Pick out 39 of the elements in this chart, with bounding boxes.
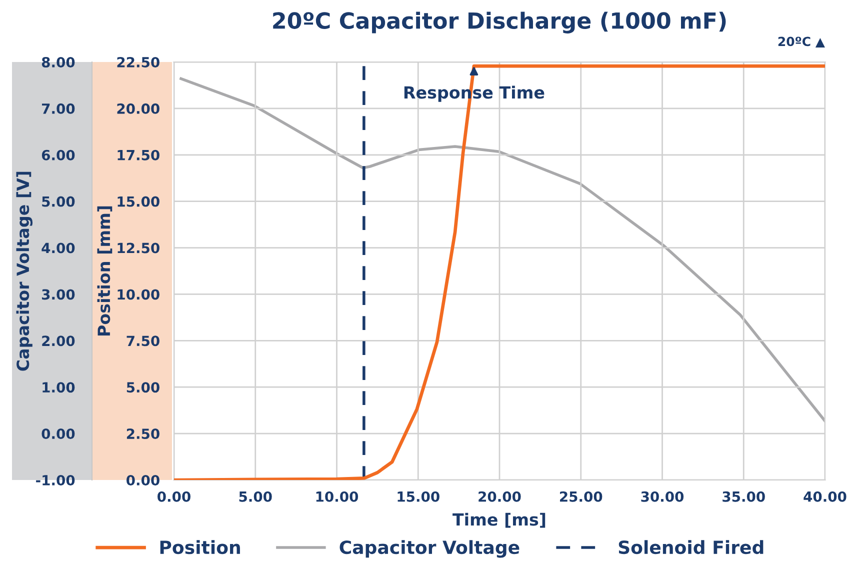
x-tick-label: 30.00 [641,491,684,502]
y-tick-label: 17.50 [118,150,160,160]
y2-tick-label: 8.00 [42,56,75,68]
x-tick-label: 20.00 [478,491,521,502]
y2-tick-label: 4.00 [42,242,75,254]
text: 20ºC ▲ [778,36,825,48]
y2-tick-label: 6.00 [42,150,75,160]
y2-tick-label: 2.00 [42,336,75,346]
legend-label: Position [160,540,240,554]
y-tick-label: 2.50 [126,428,160,440]
y2-axis-title: Capacitor Voltage [V] [16,172,33,371]
legend-label: Solenoid Fired [618,540,764,554]
x-tick-label: 35.00 [722,491,765,502]
x-tick-label: 10.00 [316,491,358,502]
line-series [174,64,825,480]
y-tick-label: 12.50 [118,242,160,254]
y-tick-label: 15.00 [118,196,160,207]
y2-tick-label: -1.00 [36,474,75,486]
x-tick-label: 5.00 [239,491,272,502]
y-tick-label: 5.00 [126,382,160,393]
y-tick-label: 22.50 [117,56,160,68]
x-tick-label: 25.00 [560,491,602,502]
x-tick-label: 40.00 [804,491,846,502]
line-series [180,77,825,422]
y2-tick-label: 3.00 [42,289,75,300]
y2-tick-label: 7.00 [42,103,75,114]
x-tick-label: 0.00 [158,491,190,502]
x-tick-label: 15.00 [398,491,440,502]
y-tick-label: 0.00 [126,474,160,486]
x-axis-title: Time [ms] [452,512,546,528]
legend-label: Capacitor Voltage [340,540,520,558]
y-tick-label: 20.00 [117,103,160,114]
y2-tick-label: 5.00 [42,196,75,207]
y-axis-title: Position [mm] [97,206,112,336]
y-tick-label: 10.00 [118,289,160,300]
y-tick-label: 7.50 [126,336,160,346]
chart-title: 20ºC Capacitor Discharge (1000 mF) [273,12,726,34]
y2-tick-label: 0.00 [42,428,75,440]
y2-tick-label: 1.00 [42,382,75,393]
